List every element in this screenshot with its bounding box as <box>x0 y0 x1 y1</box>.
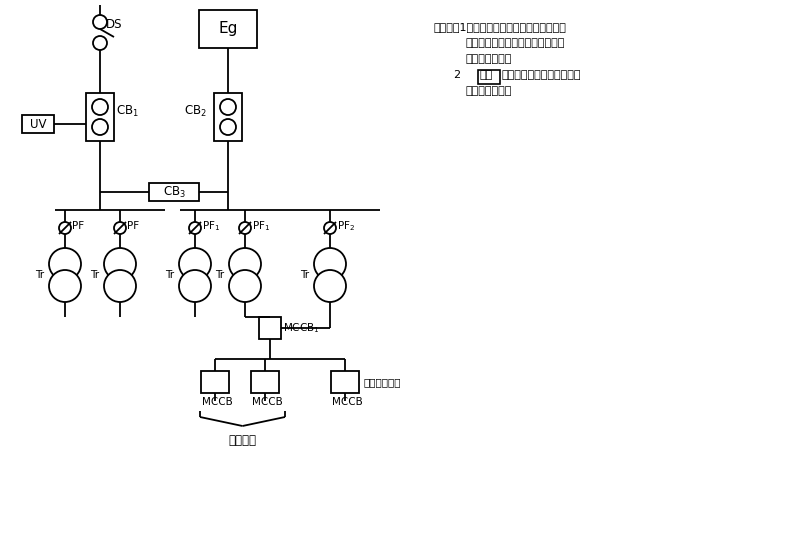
Bar <box>22 115 54 133</box>
Text: はＣＢ１からＣＢ３までの: はＣＢ１からＣＢ３までの <box>502 70 581 80</box>
Text: PF$_2$: PF$_2$ <box>337 219 355 233</box>
Circle shape <box>49 270 81 302</box>
Bar <box>331 371 359 393</box>
Text: 消防用設備等: 消防用設備等 <box>363 377 401 387</box>
Text: ＵＶ: ＵＶ <box>480 70 493 80</box>
Circle shape <box>239 222 251 234</box>
Circle shape <box>324 222 336 234</box>
Circle shape <box>92 99 108 115</box>
Text: PF: PF <box>127 221 139 231</box>
Bar <box>199 10 257 48</box>
Text: 一般負荷: 一般負荷 <box>228 434 256 446</box>
Circle shape <box>93 36 107 50</box>
Bar <box>86 93 114 141</box>
Text: MCCB: MCCB <box>202 397 233 407</box>
Text: ものであること: ものであること <box>466 54 513 64</box>
Circle shape <box>220 119 236 135</box>
Text: 間に設けること: 間に設けること <box>466 86 513 96</box>
Circle shape <box>314 248 346 280</box>
Text: MCCB: MCCB <box>332 397 363 407</box>
Text: CB$_3$: CB$_3$ <box>163 185 185 200</box>
Text: CB$_1$: CB$_1$ <box>116 103 139 118</box>
Text: おいてＰＦ１より先に遮断しない: おいてＰＦ１より先に遮断しない <box>466 38 565 48</box>
Circle shape <box>314 270 346 302</box>
Bar <box>259 317 281 339</box>
Text: Tr: Tr <box>165 270 174 280</box>
Bar <box>149 183 199 201</box>
Text: MCCB$_1$: MCCB$_1$ <box>283 321 320 335</box>
Circle shape <box>179 248 211 280</box>
Text: Tr: Tr <box>90 270 99 280</box>
Bar <box>478 70 500 84</box>
Circle shape <box>114 222 126 234</box>
Text: 2: 2 <box>453 70 460 80</box>
Circle shape <box>59 222 71 234</box>
Circle shape <box>179 270 211 302</box>
Circle shape <box>92 119 108 135</box>
Text: Tr: Tr <box>35 270 44 280</box>
Text: DS: DS <box>106 18 123 32</box>
Text: Tr: Tr <box>300 270 310 280</box>
Text: MCCB: MCCB <box>252 397 283 407</box>
Circle shape <box>220 99 236 115</box>
Text: Eg: Eg <box>218 22 238 36</box>
Circle shape <box>189 222 201 234</box>
Circle shape <box>229 270 261 302</box>
Circle shape <box>229 248 261 280</box>
Circle shape <box>104 270 136 302</box>
Circle shape <box>93 15 107 29</box>
Text: PF$_1$: PF$_1$ <box>202 219 220 233</box>
Bar <box>201 371 229 393</box>
Text: PF: PF <box>72 221 84 231</box>
Bar <box>214 93 242 141</box>
Text: （注）　1　　ＣＢ２は過負荷及び短絡時に: （注） 1 ＣＢ２は過負荷及び短絡時に <box>433 22 566 32</box>
Text: PF$_1$: PF$_1$ <box>252 219 270 233</box>
Bar <box>251 371 279 393</box>
Text: UV: UV <box>30 117 46 131</box>
Text: Tr: Tr <box>215 270 224 280</box>
Circle shape <box>49 248 81 280</box>
Circle shape <box>104 248 136 280</box>
Text: CB$_2$: CB$_2$ <box>184 103 207 118</box>
